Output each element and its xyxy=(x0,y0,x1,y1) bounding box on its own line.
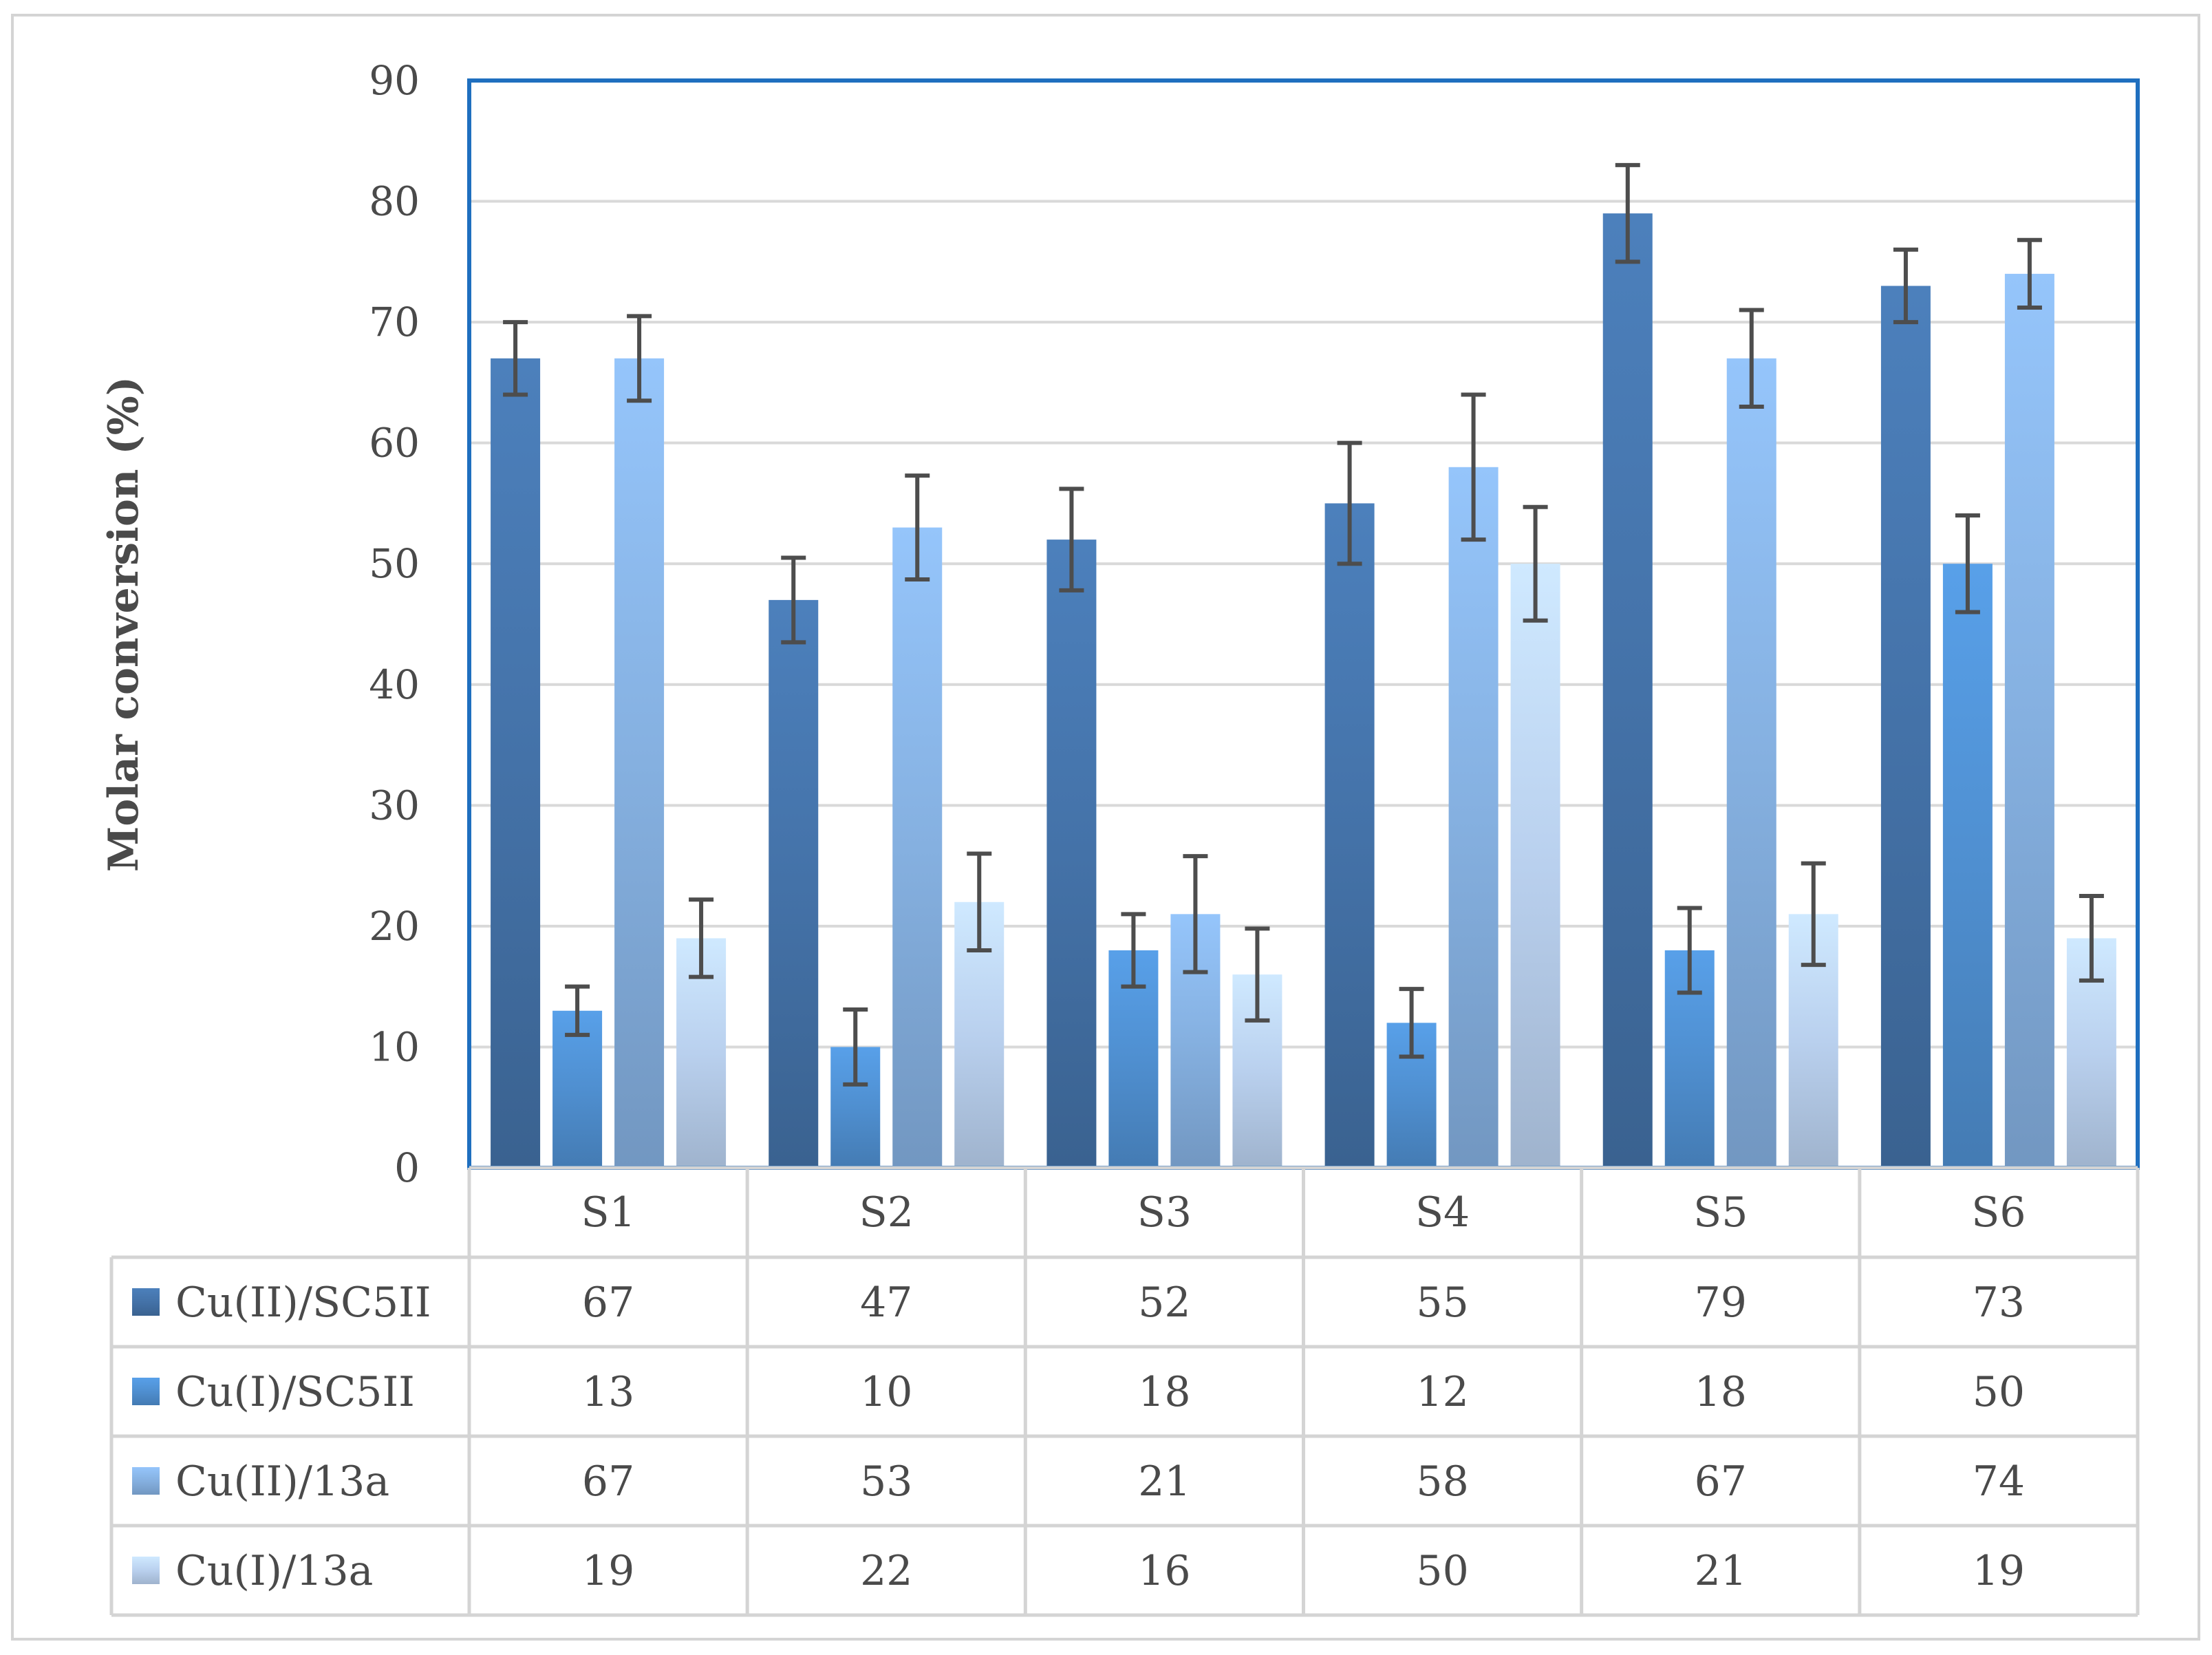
data-label: 18 xyxy=(1695,1368,1747,1416)
data-label: 19 xyxy=(1973,1547,2025,1595)
bar xyxy=(2004,273,2054,1168)
data-label: 55 xyxy=(1416,1279,1468,1327)
bar xyxy=(1726,358,1776,1168)
legend-label: Cu(II)/13a xyxy=(175,1458,389,1506)
data-label: 10 xyxy=(860,1368,912,1416)
y-tick-label: 50 xyxy=(369,540,420,587)
data-label: 50 xyxy=(1416,1547,1468,1595)
bar xyxy=(491,358,541,1168)
y-tick-label: 0 xyxy=(394,1144,420,1191)
data-label: 67 xyxy=(582,1279,634,1327)
y-tick-label: 10 xyxy=(369,1023,420,1070)
data-label: 79 xyxy=(1695,1279,1747,1327)
data-label: 74 xyxy=(1973,1458,2025,1506)
x-tick-label: S4 xyxy=(1415,1188,1470,1237)
data-label: 19 xyxy=(582,1547,634,1595)
data-table: S1 S2 S3 S4 S5 S6 Cu(II)/SC5II 67 47 52 55 79 73 Cu(I… xyxy=(109,1166,2140,1617)
data-label: 21 xyxy=(1695,1547,1747,1595)
y-axis-title: Molar conversion (%) xyxy=(100,376,148,872)
bar xyxy=(1942,564,1993,1168)
legend-label: Cu(II)/SC5II xyxy=(175,1279,431,1327)
data-label: 67 xyxy=(1695,1458,1747,1506)
y-axis-ticks: 0 10 20 30 40 50 60 70 80 90 xyxy=(369,57,420,1191)
bar xyxy=(1510,564,1560,1168)
data-label: 18 xyxy=(1138,1368,1190,1416)
data-label: 53 xyxy=(860,1458,912,1506)
legend-label: Cu(I)/13a xyxy=(175,1547,373,1595)
data-label: 73 xyxy=(1973,1279,2025,1327)
data-label: 16 xyxy=(1138,1547,1190,1595)
legend-swatch xyxy=(132,1467,160,1495)
data-label: 21 xyxy=(1138,1458,1190,1506)
bars xyxy=(491,213,2116,1168)
y-tick-label: 20 xyxy=(369,903,420,950)
bar xyxy=(1448,467,1499,1168)
y-tick-label: 30 xyxy=(369,782,420,829)
bar xyxy=(614,358,665,1168)
y-tick-label: 70 xyxy=(369,299,420,345)
y-tick-label: 40 xyxy=(369,661,420,708)
y-tick-label: 90 xyxy=(369,57,420,104)
legend-swatch xyxy=(132,1288,160,1316)
x-tick-label: S1 xyxy=(581,1188,635,1237)
data-label: 13 xyxy=(582,1368,634,1416)
bar xyxy=(1324,503,1375,1168)
data-label: 50 xyxy=(1973,1368,2025,1416)
bar xyxy=(1602,213,1653,1168)
data-label: 47 xyxy=(860,1279,912,1327)
x-tick-label: S5 xyxy=(1693,1188,1748,1237)
data-label: 12 xyxy=(1416,1368,1468,1416)
bar xyxy=(892,527,943,1168)
legend-swatch xyxy=(132,1557,160,1584)
x-tick-label: S6 xyxy=(1971,1188,2026,1237)
x-tick-label: S3 xyxy=(1137,1188,1192,1237)
data-label: 58 xyxy=(1416,1458,1468,1506)
bar xyxy=(1046,540,1097,1168)
x-tick-label: S2 xyxy=(859,1188,914,1237)
y-tick-label: 80 xyxy=(369,178,420,225)
data-label: 52 xyxy=(1138,1279,1190,1327)
data-label: 67 xyxy=(582,1458,634,1506)
legend-swatch xyxy=(132,1378,160,1405)
error-bars xyxy=(503,162,2104,1087)
figure-frame xyxy=(11,14,2200,1641)
legend-label: Cu(I)/SC5II xyxy=(175,1368,415,1416)
y-tick-label: 60 xyxy=(369,420,420,467)
data-label: 22 xyxy=(860,1547,912,1595)
bar xyxy=(769,599,819,1168)
bar xyxy=(1880,286,1931,1168)
